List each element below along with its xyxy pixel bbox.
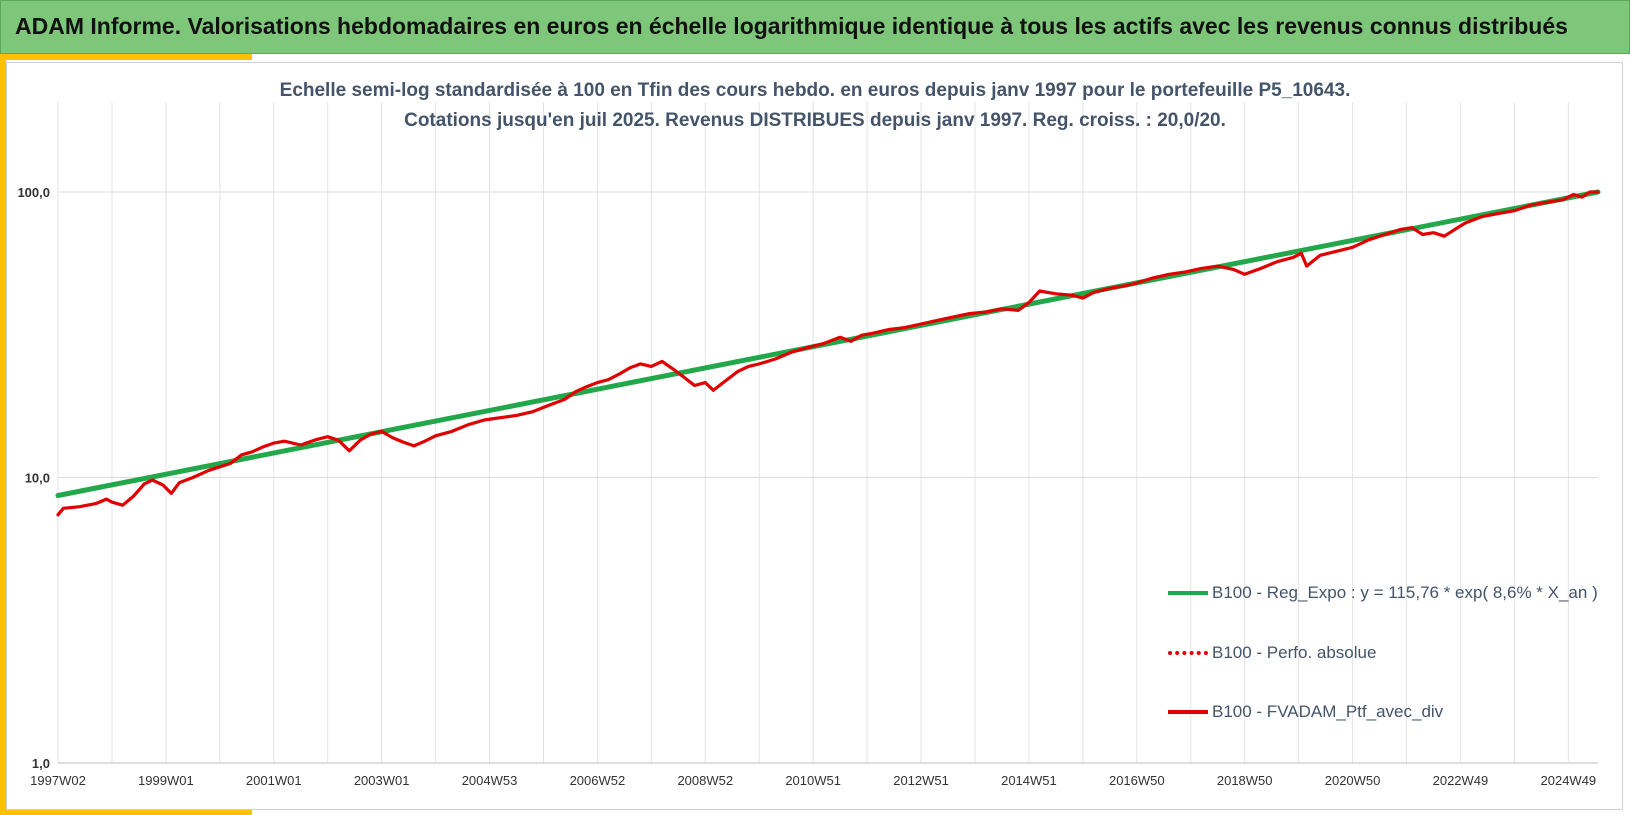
series-layer xyxy=(55,189,1601,517)
y-tick-label: 1,0 xyxy=(32,756,50,771)
x-tick-label: 2016W50 xyxy=(1109,773,1165,788)
page-title: ADAM Informe. Valorisations hebdomadaire… xyxy=(15,13,1568,39)
legend-swatch-red xyxy=(1168,710,1208,714)
x-tick-label: 2020W50 xyxy=(1325,773,1381,788)
header-bar: ADAM Informe. Valorisations hebdomadaire… xyxy=(0,0,1630,54)
legend-label: B100 - Perfo. absolue xyxy=(1212,643,1377,662)
x-tick-label: 2008W52 xyxy=(677,773,733,788)
legend-item-regression[interactable]: B100 - Reg_Expo : y = 115,76 * exp( 8,6%… xyxy=(1168,581,1598,605)
legend-label: B100 - FVADAM_Ptf_avec_div xyxy=(1212,702,1444,721)
y-tick-label: 100,0 xyxy=(17,185,50,200)
x-tick-label: 2022W49 xyxy=(1433,773,1489,788)
chart-title-line2: Cotations jusqu'en juil 2025. Revenus DI… xyxy=(404,110,1226,131)
legend-swatch-red-dotted xyxy=(1168,651,1208,655)
legend-item-perfo-absolue[interactable]: B100 - Perfo. absolue xyxy=(1168,641,1376,665)
x-tick-label: 2012W51 xyxy=(893,773,949,788)
legend-label: B100 - Reg_Expo : y = 115,76 * exp( 8,6%… xyxy=(1212,583,1598,602)
x-tick-label: 2014W51 xyxy=(1001,773,1057,788)
x-tick-label: 1997W02 xyxy=(30,773,86,788)
x-tick-label: 2018W50 xyxy=(1217,773,1273,788)
x-tick-label: 2010W51 xyxy=(785,773,841,788)
x-tick-label: 2024W49 xyxy=(1541,773,1597,788)
x-tick-label: 2003W01 xyxy=(354,773,410,788)
x-tick-label: 1999W01 xyxy=(138,773,194,788)
chart-frame xyxy=(6,62,1623,810)
accent-bar-left xyxy=(0,54,6,815)
y-tick-label: 10,0 xyxy=(25,471,50,486)
axis-layer: 1,0 10,0 100,0 1997W02 1999W01 2001W01 2003W01… xyxy=(17,185,1598,788)
x-tick-label: 2004W53 xyxy=(462,773,518,788)
chart-title-line1: Echelle semi-log standardisée à 100 en T… xyxy=(279,80,1351,101)
series-line-2 xyxy=(56,190,1600,517)
series-line-0 xyxy=(55,189,1601,498)
x-tick-label: 2001W01 xyxy=(246,773,302,788)
legend-swatch-green xyxy=(1168,591,1208,595)
legend-item-portfolio[interactable]: B100 - FVADAM_Ptf_avec_div xyxy=(1168,700,1443,724)
accent-bar-top-left xyxy=(0,54,252,60)
accent-bar-bottom-left xyxy=(0,809,252,815)
grid-layer xyxy=(57,102,1598,764)
x-tick-label: 2006W52 xyxy=(570,773,626,788)
